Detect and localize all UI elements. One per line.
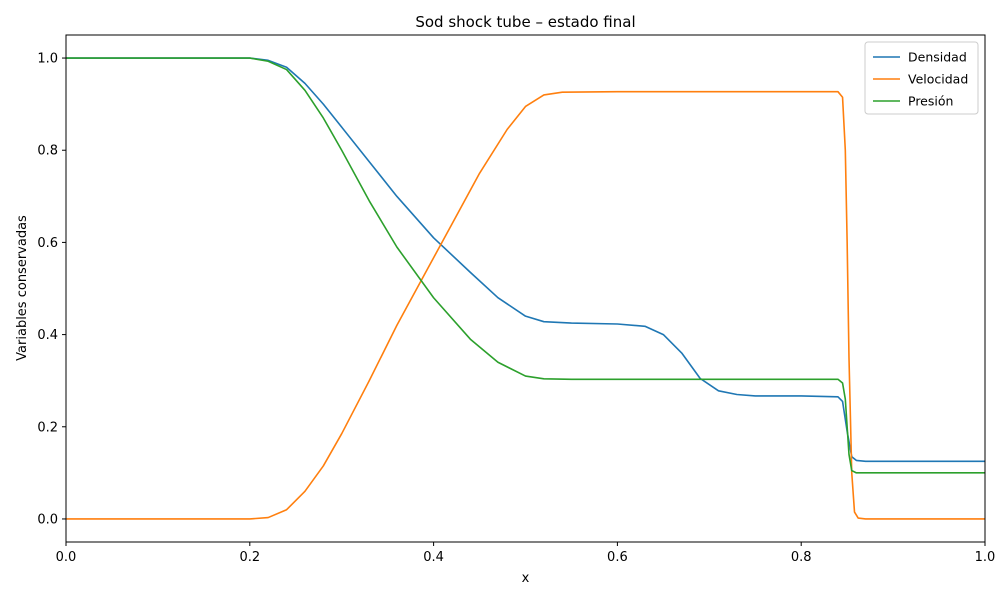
y-tick-label: 0.6 [37,236,58,251]
legend-label-densidad: Densidad [908,50,967,65]
series-line-presión [66,57,985,474]
series-line-densidad [66,57,985,463]
y-axis-ticks: 0.0 0.2 0.4 0.6 0.8 1.0 [37,52,66,527]
x-tick-label: 0.0 [56,550,77,565]
legend-label-velocidad: Velocidad [908,72,968,87]
x-tick-label: 1.0 [975,550,996,565]
plot-lines [66,57,985,520]
x-tick-label: 0.4 [423,550,444,565]
chart-title: Sod shock tube – estado final [415,13,635,31]
x-tick-label: 0.2 [239,550,260,565]
x-tick-label: 0.8 [791,550,812,565]
y-tick-label: 1.0 [37,52,58,67]
x-tick-label: 0.6 [607,550,628,565]
legend-box [864,41,979,115]
y-tick-label: 0.8 [37,144,58,159]
legend: Densidad Velocidad Presión [864,41,979,115]
plot-frame [65,34,986,543]
series-line-velocidad [66,90,985,520]
y-tick-label: 0.0 [37,512,58,527]
x-axis-ticks: 0.0 0.2 0.4 0.6 0.8 1.0 [56,542,996,565]
x-axis-label: x [522,571,530,586]
y-axis-label: Variables conservadas [15,215,30,361]
legend-label-presión: Presión [908,94,953,109]
y-tick-label: 0.2 [37,420,58,435]
y-tick-label: 0.4 [37,328,58,343]
